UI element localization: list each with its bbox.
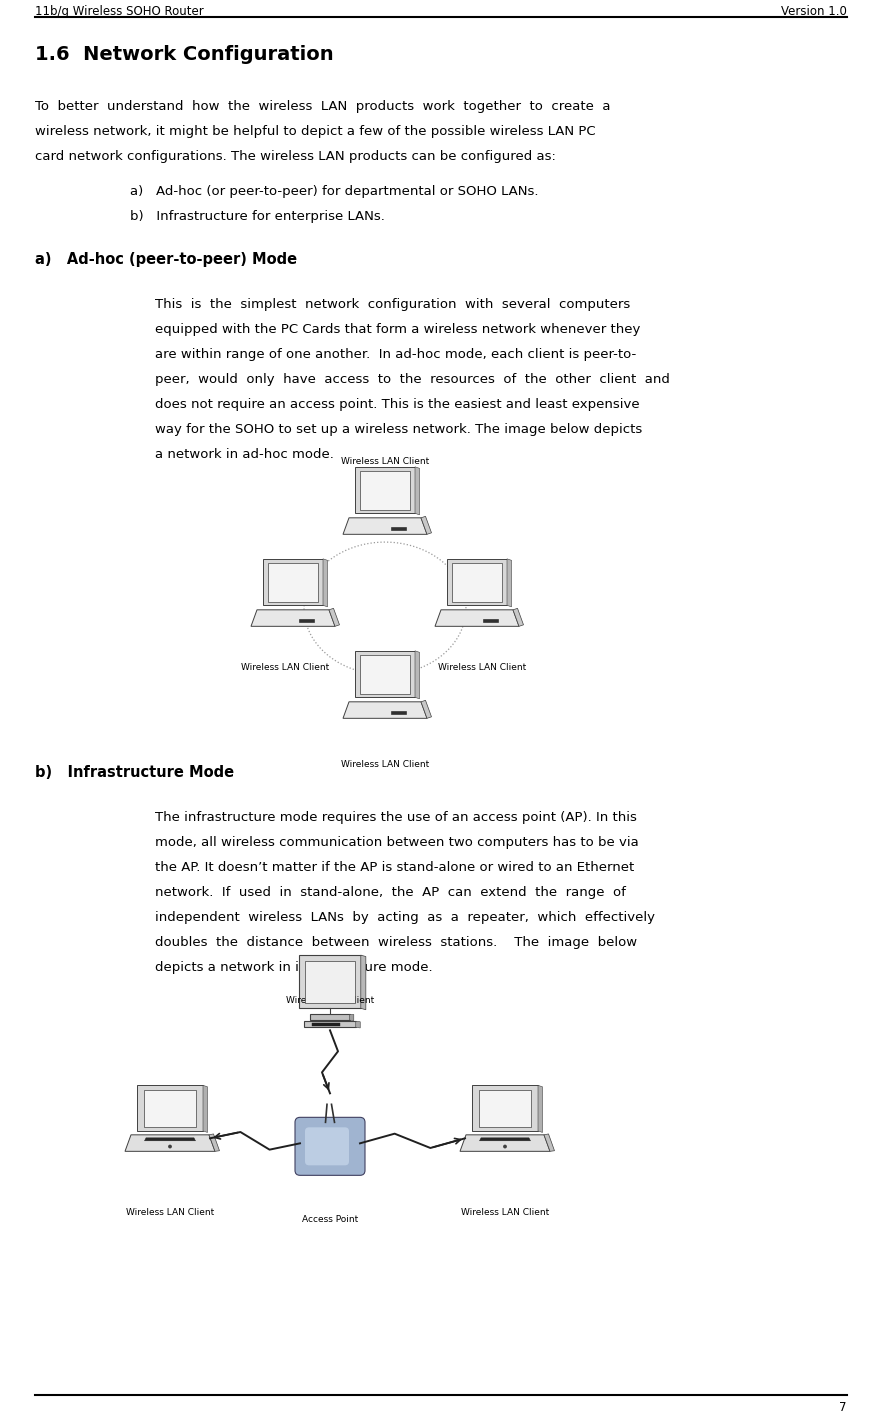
Text: are within range of one another.  In ad-hoc mode, each client is peer-to-: are within range of one another. In ad-h… (155, 348, 636, 361)
Text: way for the SOHO to set up a wireless network. The image below depicts: way for the SOHO to set up a wireless ne… (155, 423, 642, 436)
Text: peer,  would  only  have  access  to  the  resources  of  the  other  client  an: peer, would only have access to the reso… (155, 373, 669, 386)
Polygon shape (203, 1086, 207, 1133)
Text: b)   Infrastructure Mode: b) Infrastructure Mode (35, 765, 234, 779)
Polygon shape (125, 1134, 215, 1151)
FancyBboxPatch shape (295, 1117, 365, 1176)
Polygon shape (361, 955, 366, 1010)
Polygon shape (483, 618, 498, 621)
Text: Wireless LAN Client: Wireless LAN Client (286, 996, 374, 1005)
Text: 11b/g Wireless SOHO Router: 11b/g Wireless SOHO Router (35, 6, 204, 19)
Text: the AP. It doesn’t matter if the AP is stand-alone or wired to an Ethernet: the AP. It doesn’t matter if the AP is s… (155, 861, 634, 874)
Polygon shape (361, 656, 409, 694)
Polygon shape (361, 472, 409, 510)
Polygon shape (349, 1015, 354, 1020)
Polygon shape (479, 1090, 531, 1127)
FancyBboxPatch shape (304, 1022, 355, 1027)
Text: card network configurations. The wireless LAN products can be configured as:: card network configurations. The wireles… (35, 150, 556, 164)
Polygon shape (263, 559, 323, 606)
Text: doubles  the  distance  between  wireless  stations.    The  image  below: doubles the distance between wireless st… (155, 936, 637, 949)
Polygon shape (452, 563, 502, 601)
Polygon shape (421, 516, 431, 534)
Text: does not require an access point. This is the easiest and least expensive: does not require an access point. This i… (155, 398, 639, 410)
Text: a)   Ad-hoc (peer-to-peer) Mode: a) Ad-hoc (peer-to-peer) Mode (35, 252, 297, 266)
Text: network.  If  used  in  stand-alone,  the  AP  can  extend  the  range  of: network. If used in stand-alone, the AP … (155, 886, 626, 899)
Polygon shape (343, 703, 427, 718)
Text: depicts a network in infrastructure mode.: depicts a network in infrastructure mode… (155, 962, 433, 975)
Circle shape (168, 1146, 171, 1147)
Polygon shape (355, 467, 415, 513)
Text: Wireless LAN Client: Wireless LAN Client (340, 761, 430, 770)
Polygon shape (329, 608, 340, 627)
Polygon shape (144, 1090, 197, 1127)
Polygon shape (137, 1086, 203, 1131)
Polygon shape (415, 467, 420, 514)
Text: Version 1.0: Version 1.0 (781, 6, 847, 19)
Text: The infrastructure mode requires the use of an access point (AP). In this: The infrastructure mode requires the use… (155, 811, 637, 824)
Polygon shape (391, 527, 406, 530)
Polygon shape (435, 610, 519, 627)
Polygon shape (460, 1134, 550, 1151)
Polygon shape (538, 1086, 542, 1133)
Polygon shape (343, 517, 427, 534)
Text: This  is  the  simplest  network  configuration  with  several  computers: This is the simplest network configurati… (155, 298, 631, 311)
FancyBboxPatch shape (312, 1023, 340, 1026)
Text: 1.6  Network Configuration: 1.6 Network Configuration (35, 46, 333, 64)
Text: Wireless LAN Client: Wireless LAN Client (461, 1208, 549, 1217)
Polygon shape (268, 563, 318, 601)
Polygon shape (209, 1134, 220, 1151)
FancyBboxPatch shape (305, 962, 355, 1003)
Text: equipped with the PC Cards that form a wireless network whenever they: equipped with the PC Cards that form a w… (155, 322, 640, 336)
Polygon shape (391, 711, 406, 714)
Text: independent  wireless  LANs  by  acting  as  a  repeater,  which  effectively: independent wireless LANs by acting as a… (155, 911, 655, 923)
Circle shape (504, 1146, 506, 1147)
Polygon shape (544, 1134, 555, 1151)
Text: Wireless LAN Client: Wireless LAN Client (340, 457, 430, 466)
Polygon shape (299, 618, 314, 621)
Text: Wireless LAN Client: Wireless LAN Client (126, 1208, 214, 1217)
Text: wireless network, it might be helpful to depict a few of the possible wireless L: wireless network, it might be helpful to… (35, 125, 595, 138)
Polygon shape (447, 559, 507, 606)
Text: b)   Infrastructure for enterprise LANs.: b) Infrastructure for enterprise LANs. (130, 211, 385, 224)
FancyBboxPatch shape (299, 955, 361, 1009)
Polygon shape (507, 559, 512, 607)
FancyBboxPatch shape (305, 1127, 349, 1166)
Text: a network in ad-hoc mode.: a network in ad-hoc mode. (155, 449, 334, 462)
Polygon shape (355, 651, 415, 697)
Polygon shape (421, 700, 431, 718)
Text: To  better  understand  how  the  wireless  LAN  products  work  together  to  c: To better understand how the wireless LA… (35, 100, 610, 113)
FancyBboxPatch shape (310, 1015, 349, 1020)
Polygon shape (472, 1086, 538, 1131)
Text: a)   Ad-hoc (or peer-to-peer) for departmental or SOHO LANs.: a) Ad-hoc (or peer-to-peer) for departme… (130, 185, 539, 198)
Polygon shape (145, 1137, 196, 1141)
Polygon shape (323, 559, 327, 607)
Text: 7: 7 (840, 1401, 847, 1414)
Polygon shape (415, 651, 420, 698)
Text: Wireless LAN Client: Wireless LAN Client (241, 663, 329, 673)
Text: Access Point: Access Point (302, 1216, 358, 1224)
Polygon shape (513, 608, 524, 627)
Polygon shape (251, 610, 335, 627)
Polygon shape (355, 1022, 360, 1027)
Polygon shape (480, 1137, 530, 1141)
Text: Wireless LAN Client: Wireless LAN Client (437, 663, 527, 673)
Text: mode, all wireless communication between two computers has to be via: mode, all wireless communication between… (155, 835, 639, 849)
